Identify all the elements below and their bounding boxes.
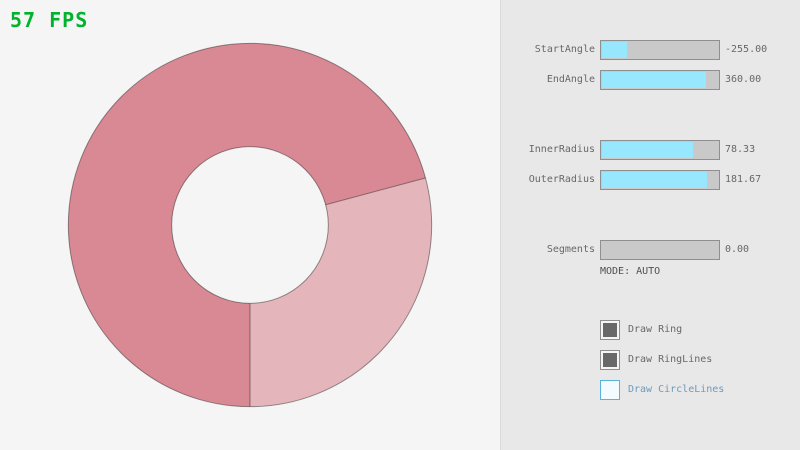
checkbox-row-draw-circlelines: Draw CircleLines xyxy=(0,380,800,400)
slider-value-segments: 0.00 xyxy=(725,244,750,255)
slider-value-outerradius: 181.67 xyxy=(725,174,762,185)
slider-row-innerradius: InnerRadius 78.33 xyxy=(0,140,800,160)
checkbox-label-draw-circlelines: Draw CircleLines xyxy=(628,384,725,395)
checkbox-row-draw-ring: Draw Ring xyxy=(0,320,800,340)
slider-track-startangle[interactable] xyxy=(600,40,720,60)
slider-label-segments: Segments xyxy=(546,244,595,255)
checkbox-label-draw-ring: Draw Ring xyxy=(628,324,683,335)
slider-row-startangle: StartAngle -255.00 xyxy=(0,40,800,60)
checkbox-label-draw-ringlines: Draw RingLines xyxy=(628,354,713,365)
slider-row-endangle: EndAngle 360.00 xyxy=(0,70,800,90)
slider-fill-startangle xyxy=(602,42,628,58)
slider-fill-endangle xyxy=(602,72,707,88)
slider-value-endangle: 360.00 xyxy=(725,74,762,85)
checkbox-draw-ringlines[interactable] xyxy=(600,350,620,370)
slider-label-outerradius: OuterRadius xyxy=(528,174,595,185)
mode-label: MODE: AUTO xyxy=(600,266,661,277)
slider-label-startangle: StartAngle xyxy=(534,44,595,55)
slider-value-innerradius: 78.33 xyxy=(725,144,756,155)
fps-counter: 57 FPS xyxy=(10,8,89,32)
slider-track-outerradius[interactable] xyxy=(600,170,720,190)
slider-fill-innerradius xyxy=(602,142,693,158)
ring-sector-light xyxy=(250,177,432,407)
checkbox-draw-ring[interactable] xyxy=(600,320,620,340)
slider-label-endangle: EndAngle xyxy=(546,74,595,85)
slider-row-outerradius: OuterRadius 181.67 xyxy=(0,170,800,190)
ring-sector-dark xyxy=(68,43,426,407)
slider-label-innerradius: InnerRadius xyxy=(528,144,595,155)
checkbox-row-draw-ringlines: Draw RingLines xyxy=(0,350,800,370)
slider-value-startangle: -255.00 xyxy=(725,44,768,55)
slider-row-segments: Segments 0.00 xyxy=(0,240,800,260)
slider-track-segments[interactable] xyxy=(600,240,720,260)
ring-outline-outer xyxy=(67,42,433,408)
slider-fill-outerradius xyxy=(602,172,708,188)
checkbox-draw-circlelines[interactable] xyxy=(600,380,620,400)
slider-track-innerradius[interactable] xyxy=(600,140,720,160)
slider-track-endangle[interactable] xyxy=(600,70,720,90)
ring-cap-line-1 xyxy=(325,177,426,206)
ring-outline-inner xyxy=(171,146,329,304)
